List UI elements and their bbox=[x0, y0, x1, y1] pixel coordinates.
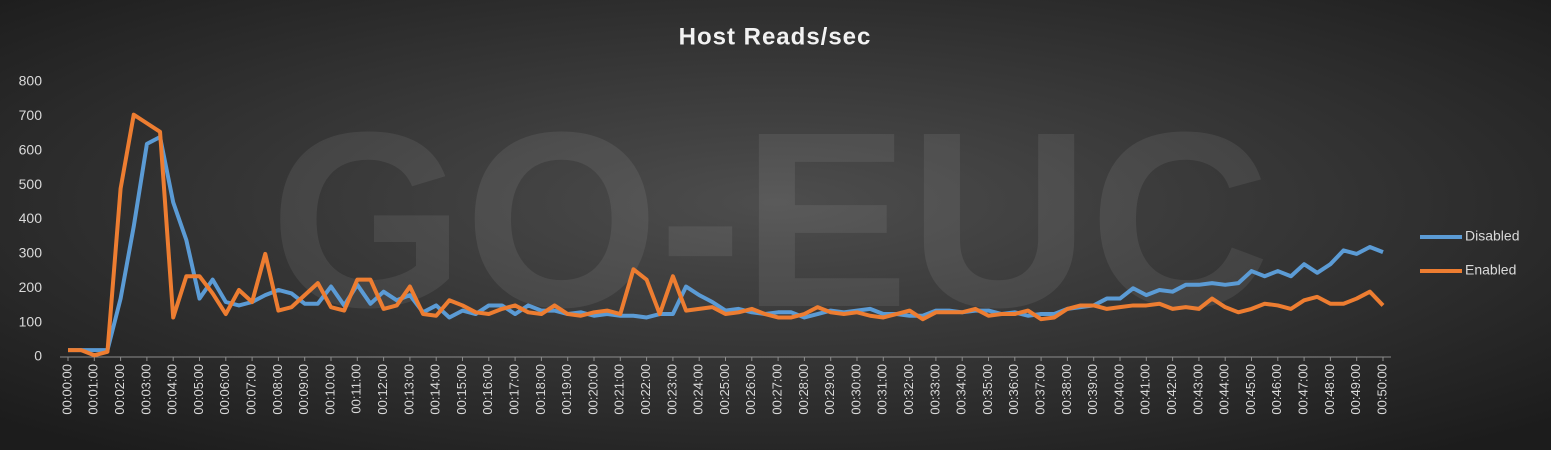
y-tick-label: 200 bbox=[19, 279, 43, 295]
legend-label: Disabled bbox=[1465, 228, 1519, 244]
x-tick-label: 00:32:00 bbox=[901, 364, 916, 415]
y-tick-label: 100 bbox=[19, 313, 43, 329]
x-tick-label: 00:17:00 bbox=[507, 364, 522, 415]
x-tick-label: 00:48:00 bbox=[1322, 364, 1337, 415]
y-tick-label: 500 bbox=[19, 176, 43, 192]
legend-label: Enabled bbox=[1465, 262, 1516, 278]
x-tick-label: 00:20:00 bbox=[585, 364, 600, 415]
x-tick-label: 00:44:00 bbox=[1217, 364, 1232, 415]
x-tick-label: 00:26:00 bbox=[743, 364, 758, 415]
x-tick-label: 00:25:00 bbox=[717, 364, 732, 415]
x-tick-label: 00:39:00 bbox=[1085, 364, 1100, 415]
y-tick-label: 300 bbox=[19, 245, 43, 261]
x-tick-label: 00:00:00 bbox=[59, 364, 74, 415]
series-line bbox=[68, 112, 1385, 358]
x-tick-label: 00:01:00 bbox=[86, 364, 101, 415]
x-tick-label: 00:11:00 bbox=[349, 364, 364, 414]
x-tick-label: 00:46:00 bbox=[1269, 364, 1284, 415]
x-tick-label: 00:19:00 bbox=[559, 364, 574, 415]
chart-title: Host Reads/sec bbox=[679, 23, 872, 50]
x-tick-label: 00:18:00 bbox=[533, 364, 548, 415]
x-tick-label: 00:07:00 bbox=[244, 364, 259, 415]
y-tick-label: 0 bbox=[34, 348, 42, 364]
x-tick-label: 00:50:00 bbox=[1374, 364, 1389, 415]
y-tick-label: 600 bbox=[19, 141, 43, 157]
x-tick-label: 00:33:00 bbox=[927, 364, 942, 415]
x-tick-label: 00:13:00 bbox=[401, 364, 416, 415]
x-tick-label: 00:08:00 bbox=[270, 364, 285, 415]
x-tick-label: 00:36:00 bbox=[1006, 364, 1021, 415]
x-tick-label: 00:45:00 bbox=[1243, 364, 1258, 415]
x-tick-label: 00:24:00 bbox=[691, 364, 706, 415]
x-tick-label: 00:03:00 bbox=[138, 364, 153, 415]
x-tick-label: 00:47:00 bbox=[1296, 364, 1311, 415]
y-tick-label: 400 bbox=[19, 210, 43, 226]
x-tick-label: 00:10:00 bbox=[322, 364, 337, 415]
x-tick-label: 00:12:00 bbox=[375, 364, 390, 415]
y-tick-label: 700 bbox=[19, 107, 43, 123]
x-tick-label: 00:16:00 bbox=[480, 364, 495, 415]
x-tick-label: 00:49:00 bbox=[1348, 364, 1363, 415]
x-tick-label: 00:35:00 bbox=[980, 364, 995, 415]
x-tick-label: 00:29:00 bbox=[822, 364, 837, 415]
x-tick-label: 00:09:00 bbox=[296, 364, 311, 415]
x-tick-label: 00:37:00 bbox=[1033, 364, 1048, 415]
x-tick-label: 00:05:00 bbox=[191, 364, 206, 415]
x-tick-label: 00:43:00 bbox=[1190, 364, 1205, 415]
x-tick-label: 00:41:00 bbox=[1138, 364, 1153, 415]
x-tick-label: 00:28:00 bbox=[796, 364, 811, 415]
x-tick-label: 00:27:00 bbox=[770, 364, 785, 415]
x-tick-label: 00:31:00 bbox=[875, 364, 890, 415]
x-tick-label: 00:30:00 bbox=[848, 364, 863, 415]
x-tick-label: 00:23:00 bbox=[664, 364, 679, 415]
x-tick-label: 00:04:00 bbox=[165, 364, 180, 415]
x-tick-label: 00:06:00 bbox=[217, 364, 232, 415]
x-tick-label: 00:40:00 bbox=[1111, 364, 1126, 415]
x-tick-label: 00:15:00 bbox=[454, 364, 469, 415]
y-tick-label: 800 bbox=[19, 73, 43, 89]
x-tick-label: 00:38:00 bbox=[1059, 364, 1074, 415]
x-tick-label: 00:14:00 bbox=[428, 364, 443, 415]
x-tick-label: 00:34:00 bbox=[954, 364, 969, 415]
x-tick-label: 00:21:00 bbox=[612, 364, 627, 415]
x-tick-label: 00:02:00 bbox=[112, 364, 127, 415]
x-tick-label: 00:42:00 bbox=[1164, 364, 1179, 415]
x-tick-label: 00:22:00 bbox=[638, 364, 653, 415]
series-line bbox=[68, 135, 1384, 353]
